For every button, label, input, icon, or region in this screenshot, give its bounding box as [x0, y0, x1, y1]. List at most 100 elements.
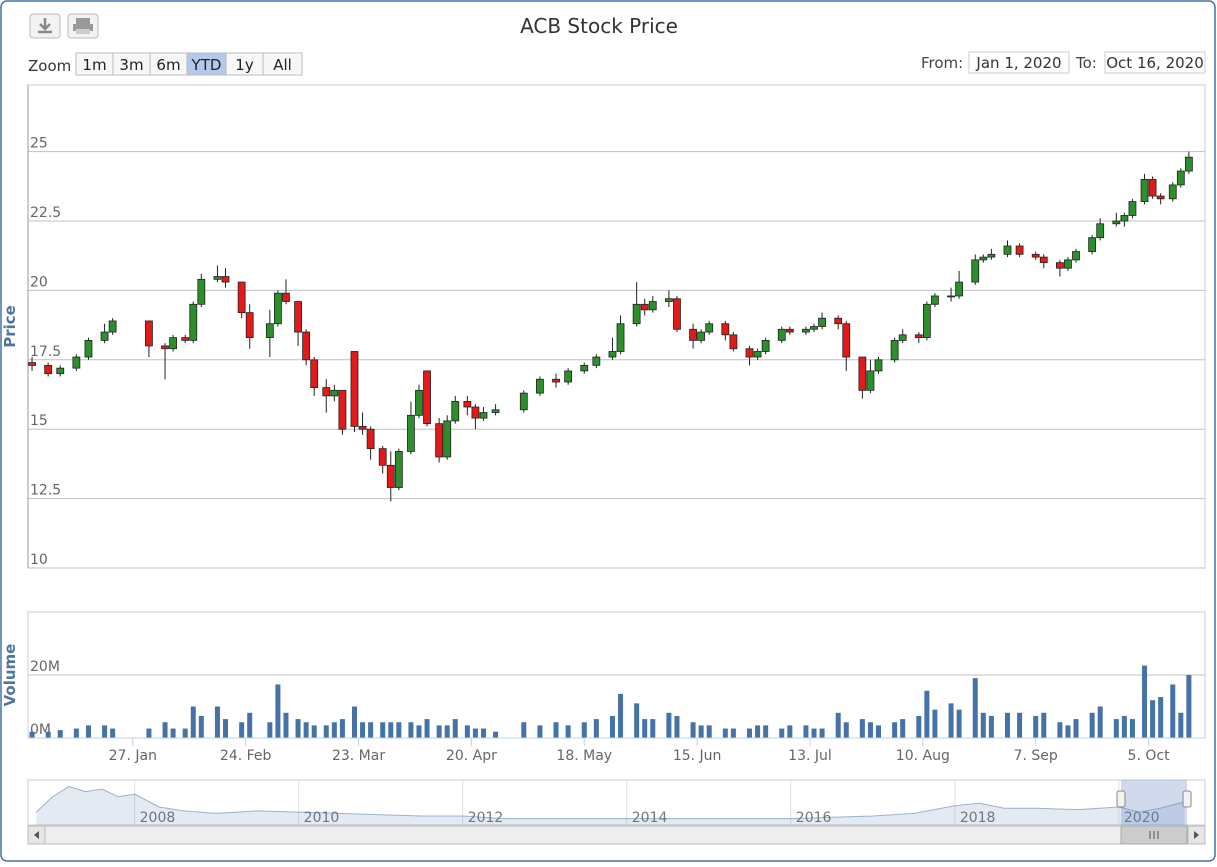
candle-body — [1148, 178, 1157, 197]
navigator-tick-label: 2020 — [1124, 810, 1160, 826]
candle-body — [1039, 256, 1048, 264]
volume-bar — [368, 722, 374, 738]
zoom-button-label[interactable]: 1m — [82, 56, 106, 74]
volume-bar — [609, 715, 615, 738]
print-button[interactable] — [67, 13, 99, 39]
candle-body — [435, 423, 444, 458]
candle-body — [221, 276, 230, 283]
volume-bar — [747, 728, 753, 738]
candle-body — [592, 356, 601, 366]
from-input[interactable] — [968, 51, 1070, 74]
volume-bar — [1158, 697, 1164, 738]
volume-bar — [331, 722, 337, 738]
volume-bar — [1150, 700, 1156, 738]
candle-body — [866, 370, 875, 391]
volume-bar — [553, 722, 559, 738]
candle-body — [265, 323, 274, 339]
candle-body — [777, 328, 786, 341]
volume-bar — [1057, 722, 1063, 738]
candle-body — [955, 281, 964, 297]
x-tick-label: 24. Feb — [220, 748, 272, 764]
navigator-line — [35, 785, 1185, 820]
volume-bar — [303, 722, 309, 738]
volume-bar — [247, 712, 253, 738]
volume-bar — [1113, 719, 1119, 738]
candle-body — [648, 301, 657, 311]
candle-body — [161, 345, 169, 350]
navigator-handle[interactable] — [1116, 790, 1126, 808]
y-tick-label: 22.5 — [30, 205, 61, 221]
to-value[interactable]: Oct 16, 2020 — [1106, 54, 1204, 72]
candle-body — [1072, 251, 1080, 261]
candle-body — [1064, 259, 1072, 269]
y-axis-title: Volume — [1, 644, 19, 707]
volume-bar — [1129, 719, 1135, 738]
volume-bar — [1142, 665, 1148, 738]
candle-body — [1168, 184, 1177, 200]
volume-bar — [170, 728, 176, 738]
x-tick-label: 27. Jan — [109, 748, 157, 764]
candle-body — [84, 339, 93, 358]
candle-body — [580, 364, 589, 372]
volume-bar — [1073, 719, 1079, 738]
volume-bar — [396, 722, 402, 738]
volume-bar — [722, 728, 728, 738]
y-axis-title: Price — [1, 305, 19, 348]
candle-body — [245, 312, 254, 339]
volume-bar — [916, 715, 922, 738]
volume-bar — [1017, 712, 1023, 738]
volume-bar — [763, 725, 769, 738]
candle-body — [519, 392, 528, 411]
x-tick-label: 10. Aug — [896, 748, 950, 764]
volume-bar — [388, 722, 394, 738]
volume-bar — [819, 728, 825, 738]
candle-body — [169, 337, 178, 350]
volume-bar — [642, 719, 648, 738]
volume-bar — [924, 690, 930, 738]
volume-bar — [1097, 706, 1103, 738]
zoom-button-label[interactable]: 3m — [119, 56, 143, 74]
volume-bar — [565, 725, 571, 738]
candle-body — [640, 303, 649, 311]
candle-body — [552, 378, 560, 383]
volume-bar — [360, 722, 366, 738]
volume-bar — [900, 719, 906, 738]
zoom-button-label[interactable]: YTD — [191, 56, 222, 74]
volume-bar — [416, 725, 422, 738]
volume-bar — [380, 722, 386, 738]
scrollbar-track[interactable] — [27, 825, 1206, 845]
volume-bar — [690, 722, 696, 738]
volume-bar — [214, 706, 220, 738]
candle-body — [834, 317, 843, 325]
candle-body — [415, 389, 423, 416]
candle-body — [350, 351, 359, 427]
zoom-button[interactable] — [262, 52, 303, 76]
candle-body — [689, 328, 697, 341]
navigator-handle[interactable] — [1182, 790, 1192, 808]
volume-bar — [493, 731, 499, 738]
volume-bar — [85, 725, 91, 738]
candle-body — [237, 281, 246, 314]
candle-body — [802, 328, 810, 333]
candle-body — [1003, 245, 1012, 255]
zoom-button-label[interactable]: 1y — [235, 56, 254, 74]
volume-bar — [876, 725, 882, 738]
zoom-button-label[interactable]: 6m — [156, 56, 180, 74]
volume-bar — [787, 725, 793, 738]
candle-body — [898, 334, 907, 341]
navigator-tick-label: 2010 — [304, 810, 340, 826]
to-input[interactable] — [1104, 51, 1206, 74]
y-tick-label: 17.5 — [30, 344, 61, 360]
volume-bar — [444, 725, 450, 738]
candle-body — [1096, 223, 1105, 239]
volume-bar — [1170, 684, 1176, 738]
x-tick-label: 20. Apr — [446, 748, 497, 764]
export-button[interactable] — [29, 13, 61, 39]
volume-bar — [932, 709, 938, 738]
candle-body — [810, 326, 818, 330]
from-value[interactable]: Jan 1, 2020 — [975, 54, 1061, 72]
candle-body — [463, 401, 472, 408]
zoom-button-label[interactable]: All — [273, 56, 292, 74]
volume-bar — [408, 722, 414, 738]
